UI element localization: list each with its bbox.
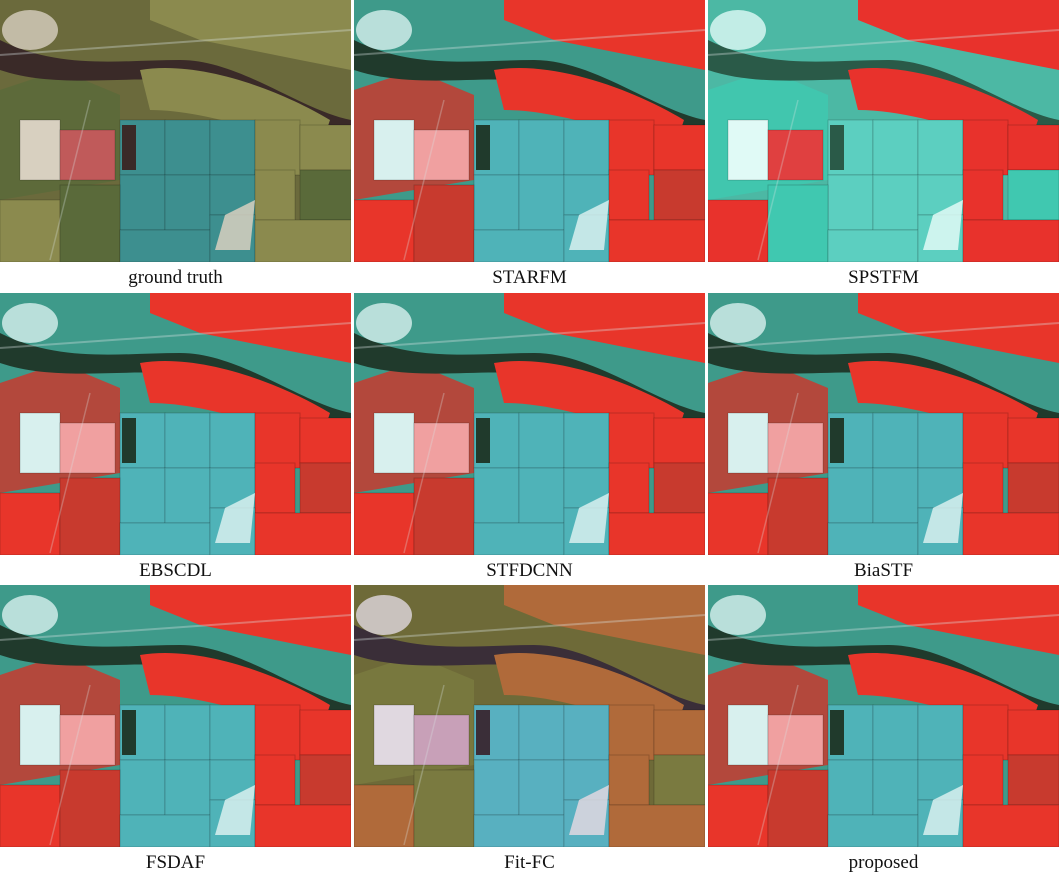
satellite-image bbox=[708, 0, 1059, 262]
satellite-image bbox=[0, 293, 351, 555]
panel-caption: Fit-FC bbox=[504, 852, 555, 873]
panel-fsdaf: FSDAF bbox=[0, 585, 351, 875]
satellite-image bbox=[708, 585, 1059, 847]
panel-proposed: proposed bbox=[708, 585, 1059, 875]
panel-starfm: STARFM bbox=[354, 0, 705, 290]
satellite-image-canvas bbox=[0, 0, 351, 262]
satellite-image bbox=[0, 585, 351, 847]
panel-caption: ground truth bbox=[128, 267, 223, 288]
satellite-image-canvas bbox=[0, 585, 351, 847]
satellite-image bbox=[354, 0, 705, 262]
satellite-image bbox=[708, 293, 1059, 555]
panel-caption: SPSTFM bbox=[848, 267, 919, 288]
panel-caption: STFDCNN bbox=[486, 560, 573, 581]
satellite-image-canvas bbox=[708, 293, 1059, 555]
satellite-image bbox=[354, 585, 705, 847]
panel-caption: STARFM bbox=[492, 267, 567, 288]
satellite-image-canvas bbox=[708, 585, 1059, 847]
panel-caption: EBSCDL bbox=[139, 560, 212, 581]
panel-stfdcnn: STFDCNN bbox=[354, 293, 705, 583]
satellite-image bbox=[0, 0, 351, 262]
satellite-image-canvas bbox=[354, 585, 705, 847]
satellite-image-canvas bbox=[708, 0, 1059, 262]
panel-ground-truth: ground truth bbox=[0, 0, 351, 290]
panel-spstfm: SPSTFM bbox=[708, 0, 1059, 290]
satellite-image-canvas bbox=[0, 293, 351, 555]
panel-caption: BiaSTF bbox=[853, 560, 914, 581]
satellite-image bbox=[354, 293, 705, 555]
panel-caption: FSDAF bbox=[145, 852, 206, 873]
panel-biastf: BiaSTF bbox=[708, 293, 1059, 583]
panel-ebscdl: EBSCDL bbox=[0, 293, 351, 583]
satellite-image-canvas bbox=[354, 293, 705, 555]
satellite-image-canvas bbox=[354, 0, 705, 262]
panel-fit-fc: Fit-FC bbox=[354, 585, 705, 875]
panel-caption: proposed bbox=[848, 852, 919, 873]
